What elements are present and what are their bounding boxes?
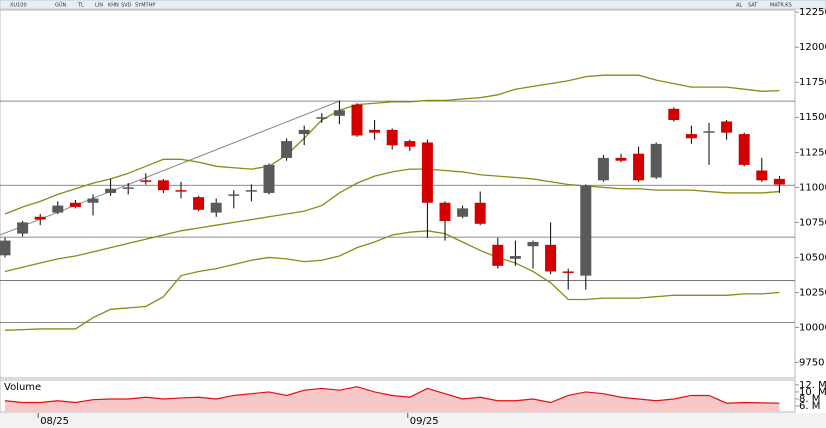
candle-body xyxy=(597,157,609,181)
volume-line xyxy=(4,386,780,404)
candle-body xyxy=(52,205,64,213)
candle-body xyxy=(369,129,381,133)
candle-body xyxy=(685,134,697,139)
volume-area xyxy=(5,386,780,412)
bollinger-band xyxy=(4,230,780,331)
toolbar-button[interactable]: KHN xyxy=(108,3,119,9)
candle-body xyxy=(633,153,645,181)
bollinger-band xyxy=(4,168,780,273)
candle-body xyxy=(228,194,240,196)
toolbar-button[interactable]: SYMTHP xyxy=(135,3,155,9)
y-tick-label: 11250 xyxy=(799,147,826,158)
toolbar-button[interactable]: SAT xyxy=(748,3,758,9)
candle-body xyxy=(545,244,557,272)
candle-body xyxy=(404,141,416,147)
y-tick-label: 8. M xyxy=(799,394,820,405)
y-tick-label: 10750 xyxy=(799,217,826,228)
candle-body xyxy=(175,190,187,192)
candle-body xyxy=(738,134,750,165)
candle-body xyxy=(527,242,539,247)
candle-body xyxy=(703,131,715,133)
candle-body xyxy=(351,104,363,136)
candle-body xyxy=(193,197,205,210)
candle-body xyxy=(87,198,99,203)
candle-body xyxy=(668,108,680,121)
toolbar-button[interactable]: GÜN xyxy=(55,2,67,9)
candle-body xyxy=(34,216,46,220)
candle-body xyxy=(298,129,310,135)
candle-body xyxy=(17,222,29,234)
candle-body xyxy=(439,202,451,221)
bollinger-band xyxy=(4,74,780,215)
y-tick-label: 12000 xyxy=(799,42,826,53)
toolbar-button[interactable]: LIN xyxy=(95,3,103,9)
candle-body xyxy=(0,240,11,256)
toolbar-button[interactable]: TL xyxy=(77,3,84,9)
trend-line xyxy=(0,100,340,236)
toolbar-button[interactable]: MATR.KS xyxy=(770,3,792,9)
candle-body xyxy=(773,178,785,185)
candle-body xyxy=(263,164,275,193)
toolbar-button[interactable]: XU100 xyxy=(10,3,27,9)
y-tick-label: 11750 xyxy=(799,77,826,88)
candle-body xyxy=(492,244,504,266)
toolbar-button[interactable]: AL xyxy=(736,3,742,9)
candle-body xyxy=(105,188,117,193)
toolbar-button[interactable]: SVD xyxy=(121,3,132,9)
candle-body xyxy=(140,180,152,182)
price-panel xyxy=(0,9,796,379)
candle-body xyxy=(210,202,222,213)
candle-body xyxy=(316,117,328,119)
candle-body xyxy=(333,110,345,116)
toolbar xyxy=(0,0,826,10)
candle-body xyxy=(157,180,169,191)
y-tick-label: 6. M xyxy=(799,401,820,412)
candle-body xyxy=(580,185,592,276)
candle-body xyxy=(457,208,469,217)
candle-body xyxy=(421,142,433,203)
candle-body xyxy=(756,170,768,181)
x-tick-label: 08/25 xyxy=(40,416,69,427)
y-tick-label: 10500 xyxy=(799,252,826,263)
candle-body xyxy=(386,129,398,146)
x-tick-label: 09/25 xyxy=(410,416,439,427)
y-tick-label: 11500 xyxy=(799,112,826,123)
candle-body xyxy=(474,202,486,224)
candle-body xyxy=(650,143,662,178)
y-tick-label: 11000 xyxy=(799,182,826,193)
y-tick-label: 10. M xyxy=(799,387,826,398)
y-tick-label: 9750 xyxy=(799,358,824,369)
candle-body xyxy=(721,121,733,133)
candle-body xyxy=(615,157,627,161)
y-tick-label: 10000 xyxy=(799,323,826,334)
y-tick-label: 10250 xyxy=(799,287,826,298)
candle-body xyxy=(245,190,257,192)
y-tick-label: 12. M xyxy=(799,380,826,391)
candle-body xyxy=(281,141,293,158)
candle-body xyxy=(122,187,134,189)
candle-body xyxy=(69,202,81,207)
candle-body xyxy=(509,256,521,259)
date-axis xyxy=(0,413,826,428)
candle-body xyxy=(562,271,574,273)
panel-title: Volume xyxy=(4,382,41,393)
